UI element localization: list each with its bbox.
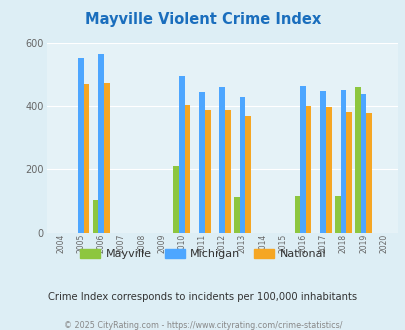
Bar: [245, 116, 250, 233]
Bar: [325, 107, 331, 233]
Bar: [104, 83, 109, 233]
Bar: [340, 90, 345, 233]
Bar: [184, 105, 190, 233]
Bar: [224, 110, 230, 233]
Bar: [239, 97, 245, 233]
Bar: [233, 197, 239, 233]
Text: Crime Index corresponds to incidents per 100,000 inhabitants: Crime Index corresponds to incidents per…: [48, 292, 357, 302]
Bar: [360, 94, 365, 233]
Bar: [205, 110, 210, 233]
Bar: [299, 86, 305, 233]
Bar: [98, 54, 104, 233]
Bar: [199, 92, 205, 233]
Bar: [354, 87, 360, 233]
Bar: [173, 166, 179, 233]
Bar: [179, 77, 184, 233]
Text: Mayville Violent Crime Index: Mayville Violent Crime Index: [85, 12, 320, 26]
Bar: [334, 196, 340, 233]
Bar: [83, 84, 89, 233]
Bar: [78, 58, 83, 233]
Bar: [219, 87, 224, 233]
Bar: [305, 107, 311, 233]
Bar: [320, 91, 325, 233]
Bar: [365, 113, 371, 233]
Bar: [92, 200, 98, 233]
Text: © 2025 CityRating.com - https://www.cityrating.com/crime-statistics/: © 2025 CityRating.com - https://www.city…: [64, 321, 341, 330]
Bar: [294, 196, 299, 233]
Bar: [345, 112, 351, 233]
Legend: Mayville, Michigan, National: Mayville, Michigan, National: [75, 244, 330, 263]
